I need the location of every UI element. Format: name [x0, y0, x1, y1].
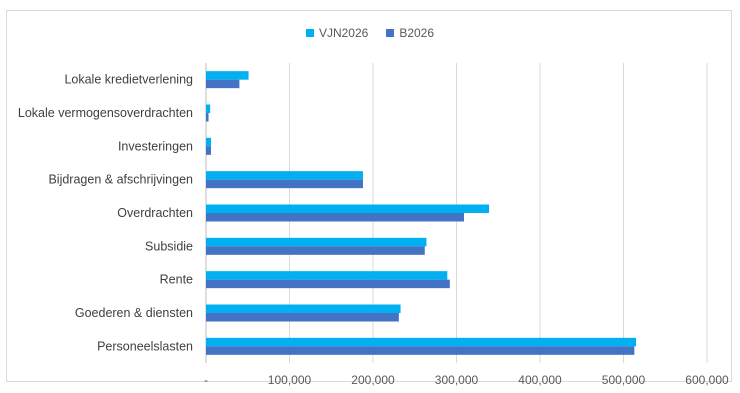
bar-b2026-bijdragen-afschrijvingen	[206, 179, 363, 189]
category-label-rente: Rente	[160, 273, 193, 287]
x-tick-label-300000: 300,000	[435, 373, 479, 387]
legend-swatch-b2026	[386, 29, 395, 37]
x-tick-label-400000: 400,000	[518, 373, 562, 387]
category-label-subsidie: Subsidie	[145, 239, 193, 253]
x-tick-label-0: -	[204, 373, 208, 387]
category-label-overdrachten: Overdrachten	[117, 206, 193, 220]
bar-b2026-lokale-kredietverlening	[206, 79, 240, 89]
bar-b2026-goederen-diensten	[206, 313, 399, 322]
bar-vjn2026-subsidie	[206, 237, 427, 247]
bar-vjn2026-overdrachten	[206, 204, 490, 213]
x-tick-label-100000: 100,000	[268, 373, 312, 387]
category-label-personeelslasten: Personeelslasten	[97, 339, 193, 353]
bar-b2026-rente	[206, 279, 450, 289]
category-label-investeringen: Investeringen	[118, 139, 193, 153]
legend-swatch-vjn2026	[305, 29, 314, 37]
legend-item-vjn2026: VJN2026	[305, 26, 369, 40]
legend-label-vjn2026: VJN2026	[318, 26, 369, 40]
category-label-lokale-vermogensoverdrachten: Lokale vermogensoverdrachten	[18, 106, 193, 120]
category-label-bijdragen-afschrijvingen: Bijdragen & afschrijvingen	[48, 173, 193, 187]
bar-b2026-subsidie	[206, 246, 425, 255]
bar-vjn2026-goederen-diensten	[206, 304, 401, 313]
bar-vjn2026-investeringen	[206, 137, 212, 147]
bar-b2026-personeelslasten	[206, 346, 635, 355]
bar-b2026-lokale-vermogensoverdrachten	[206, 113, 209, 122]
legend-label-b2026: B2026	[399, 26, 435, 40]
x-tick-label-500000: 500,000	[602, 373, 646, 387]
bar-vjn2026-rente	[206, 271, 448, 280]
bar-b2026-investeringen	[206, 146, 212, 155]
legend-item-b2026: B2026	[386, 26, 434, 40]
x-tick-label-200000: 200,000	[351, 373, 395, 387]
bar-vjn2026-lokale-vermogensoverdrachten	[206, 104, 211, 113]
legend: VJN2026 B2026	[0, 26, 740, 40]
bar-vjn2026-bijdragen-afschrijvingen	[206, 171, 363, 180]
x-tick-label-600000: 600,000	[685, 373, 729, 387]
bar-vjn2026-lokale-kredietverlening	[206, 71, 249, 80]
category-label-goederen-diensten: Goederen & diensten	[75, 306, 193, 320]
category-label-lokale-kredietverlening: Lokale kredietverlening	[64, 73, 193, 87]
bar-vjn2026-personeelslasten	[206, 337, 637, 347]
bar-b2026-overdrachten	[206, 213, 465, 222]
